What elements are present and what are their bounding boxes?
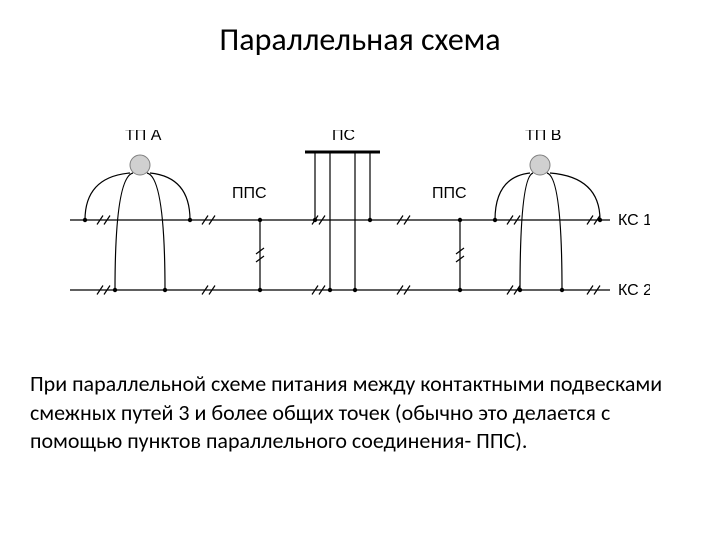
svg-text:ТП В: ТП В [525, 130, 561, 144]
svg-text:ППС: ППС [232, 185, 267, 202]
svg-text:ППС: ППС [432, 185, 467, 202]
svg-text:КС 1: КС 1 [618, 212, 650, 229]
description-text: При параллельной схеме питания между кон… [30, 370, 690, 456]
parallel-scheme-diagram: КС 1 КС 2 ТП А ПС ТП В ППС ППС [70, 130, 650, 330]
page-title: Параллельная схема [0, 0, 720, 59]
svg-text:ПС: ПС [332, 130, 355, 144]
diagram-svg: КС 1 КС 2 ТП А ПС ТП В ППС ППС [70, 130, 650, 330]
svg-text:КС 2: КС 2 [618, 282, 650, 299]
svg-text:ТП А: ТП А [125, 130, 162, 144]
